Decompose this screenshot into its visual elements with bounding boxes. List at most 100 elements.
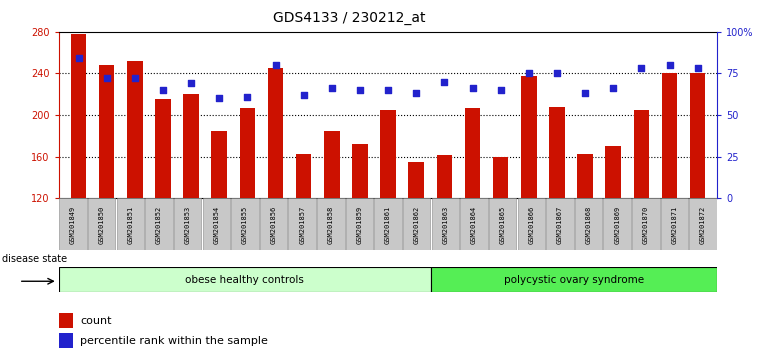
Bar [231,198,259,250]
Text: disease state: disease state [2,253,67,264]
Point [635,65,648,71]
Bar [460,198,488,250]
Text: GSM201863: GSM201863 [442,206,448,244]
Text: GSM201862: GSM201862 [414,206,419,244]
Point [495,87,507,93]
Bar [661,198,688,250]
Bar [403,198,430,250]
Bar [240,108,255,198]
Text: GDS4133 / 230212_at: GDS4133 / 230212_at [273,11,425,25]
Bar [59,267,431,292]
Bar [689,198,717,250]
Point [129,76,141,81]
Bar [127,61,143,198]
Bar [431,267,717,292]
Bar [605,146,621,198]
Bar [662,73,677,198]
Point [663,62,676,68]
Text: GSM201856: GSM201856 [270,206,277,244]
Point [157,87,169,93]
Text: GSM201870: GSM201870 [643,206,649,244]
Bar [212,131,227,198]
Text: polycystic ovary syndrome: polycystic ovary syndrome [504,275,644,285]
Text: GSM201854: GSM201854 [213,206,220,244]
Point [466,86,479,91]
Point [354,87,366,93]
Bar [577,154,593,198]
Bar [575,198,602,250]
Point [550,71,563,76]
Bar [437,155,452,198]
Bar [632,198,659,250]
Bar [202,198,230,250]
Bar [59,313,72,328]
Text: GSM201867: GSM201867 [557,206,563,244]
Text: GSM201864: GSM201864 [471,206,477,244]
Bar [268,68,283,198]
Bar [289,198,316,250]
Bar [71,34,86,198]
Bar [489,198,517,250]
Text: GSM201868: GSM201868 [586,206,591,244]
Text: GSM201869: GSM201869 [614,206,620,244]
Bar [465,108,481,198]
Bar [493,156,508,198]
Bar [546,198,574,250]
Text: GSM201866: GSM201866 [528,206,534,244]
Bar [117,198,144,250]
Text: count: count [80,316,112,326]
Bar [346,198,373,250]
Bar [690,73,706,198]
Bar [59,333,72,348]
Bar [317,198,344,250]
Text: percentile rank within the sample: percentile rank within the sample [80,336,268,346]
Bar [550,107,564,198]
Bar [260,198,287,250]
Text: GSM201858: GSM201858 [328,206,334,244]
Bar [296,154,311,198]
Bar [374,198,402,250]
Point [438,79,451,85]
Point [269,62,281,68]
Point [522,71,535,76]
Bar [408,162,424,198]
Bar [604,198,631,250]
Bar [352,144,368,198]
Text: GSM201852: GSM201852 [156,206,162,244]
Point [410,91,423,96]
Bar [174,198,201,250]
Text: GSM201861: GSM201861 [385,206,391,244]
Text: GSM201859: GSM201859 [357,206,362,244]
Text: GSM201849: GSM201849 [70,206,76,244]
Bar [432,198,459,250]
Bar [99,65,114,198]
Point [382,87,394,93]
Point [325,86,338,91]
Point [241,94,254,99]
Point [72,56,85,61]
Point [100,76,113,81]
Bar [324,131,339,198]
Bar [60,198,87,250]
Text: GSM201851: GSM201851 [127,206,133,244]
Text: GSM201855: GSM201855 [242,206,248,244]
Bar [380,110,396,198]
Bar [183,94,199,198]
Text: GSM201850: GSM201850 [99,206,105,244]
Bar [145,198,172,250]
Point [213,96,226,101]
Text: GSM201853: GSM201853 [185,206,191,244]
Bar [633,110,649,198]
Point [185,81,198,86]
Text: GSM201872: GSM201872 [700,206,706,244]
Bar [88,198,115,250]
Point [691,65,704,71]
Text: GSM201871: GSM201871 [671,206,677,244]
Text: obese healthy controls: obese healthy controls [186,275,304,285]
Bar [155,99,171,198]
Point [579,91,591,96]
Bar [521,75,536,198]
Bar [517,198,545,250]
Text: GSM201857: GSM201857 [299,206,305,244]
Point [607,86,619,91]
